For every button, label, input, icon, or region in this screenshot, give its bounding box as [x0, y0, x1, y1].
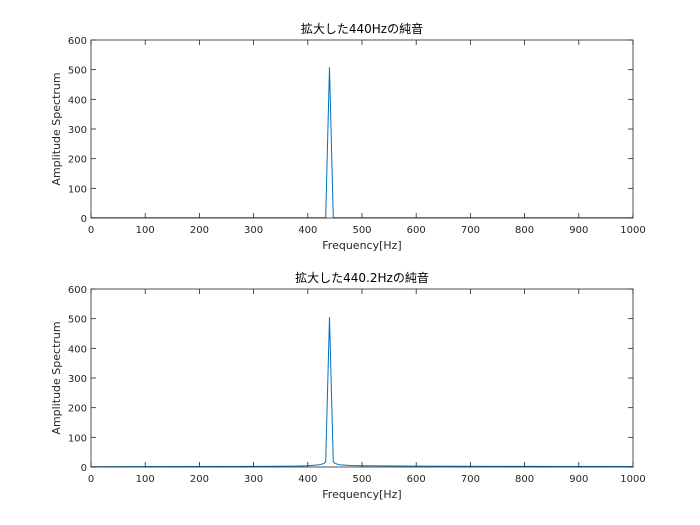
- x-tick-label-900: 900: [569, 225, 588, 236]
- x-tick-label-400: 400: [298, 225, 317, 236]
- x-tick-label-100: 100: [136, 474, 155, 485]
- plot-area-2: [91, 289, 633, 467]
- subplot-2: 0 100 200 300 400 500 600 700 800 900 1000 0 100 200 3…: [50, 270, 646, 501]
- y-tick-label-400: 400: [68, 344, 87, 355]
- x-tick-label-600: 600: [407, 474, 426, 485]
- x-tick-label-1000: 1000: [620, 474, 645, 485]
- y-tick-label-200: 200: [68, 404, 87, 415]
- x-tick-label-200: 200: [190, 474, 209, 485]
- ticks-1: 0 100 200 300 400 500 600 700 800 900 1000 0 100 200 3…: [68, 36, 646, 236]
- x-tick-label-400: 400: [298, 474, 317, 485]
- y-tick-label-0: 0: [81, 214, 87, 225]
- x-axis-label-1: Frequency[Hz]: [322, 239, 401, 252]
- y-tick-label-600: 600: [68, 285, 87, 296]
- x-tick-label-500: 500: [352, 225, 371, 236]
- y-tick-label-300: 300: [68, 374, 87, 385]
- y-tick-label-100: 100: [68, 433, 87, 444]
- x-tick-label-0: 0: [88, 225, 94, 236]
- x-tick-label-500: 500: [352, 474, 371, 485]
- x-tick-label-300: 300: [244, 225, 263, 236]
- y-tick-label-0: 0: [81, 463, 87, 474]
- x-tick-label-1000: 1000: [620, 225, 645, 236]
- y-tick-label-500: 500: [68, 315, 87, 326]
- x-tick-label-200: 200: [190, 225, 209, 236]
- x-tick-label-800: 800: [515, 474, 534, 485]
- chart-title-1: 拡大した440Hzの純音: [301, 21, 423, 36]
- x-tick-label-600: 600: [407, 225, 426, 236]
- x-tick-label-800: 800: [515, 225, 534, 236]
- y-axis-label-2: Amplitude Spectrum: [50, 321, 63, 434]
- y-tick-label-300: 300: [68, 125, 87, 136]
- subplot-1: 0 100 200 300 400 500 600 700 800 900 1000 0 100 200 3…: [50, 21, 646, 252]
- y-axis-label-1: Amplitude Spectrum: [50, 72, 63, 185]
- x-tick-label-700: 700: [461, 225, 480, 236]
- plot-area-1: [91, 40, 633, 218]
- x-tick-label-0: 0: [88, 474, 94, 485]
- y-tick-label-200: 200: [68, 155, 87, 166]
- y-tick-label-100: 100: [68, 184, 87, 195]
- ticks-2: 0 100 200 300 400 500 600 700 800 900 1000 0 100 200 3…: [68, 285, 646, 485]
- y-tick-label-600: 600: [68, 36, 87, 47]
- spectrum-line-2: [90, 317, 634, 468]
- x-tick-label-100: 100: [136, 225, 155, 236]
- x-tick-label-300: 300: [244, 474, 263, 485]
- x-axis-label-2: Frequency[Hz]: [322, 488, 401, 501]
- chart-title-2: 拡大した440.2Hzの純音: [295, 270, 429, 285]
- y-tick-label-500: 500: [68, 66, 87, 77]
- y-tick-label-400: 400: [68, 95, 87, 106]
- x-tick-label-700: 700: [461, 474, 480, 485]
- x-tick-label-900: 900: [569, 474, 588, 485]
